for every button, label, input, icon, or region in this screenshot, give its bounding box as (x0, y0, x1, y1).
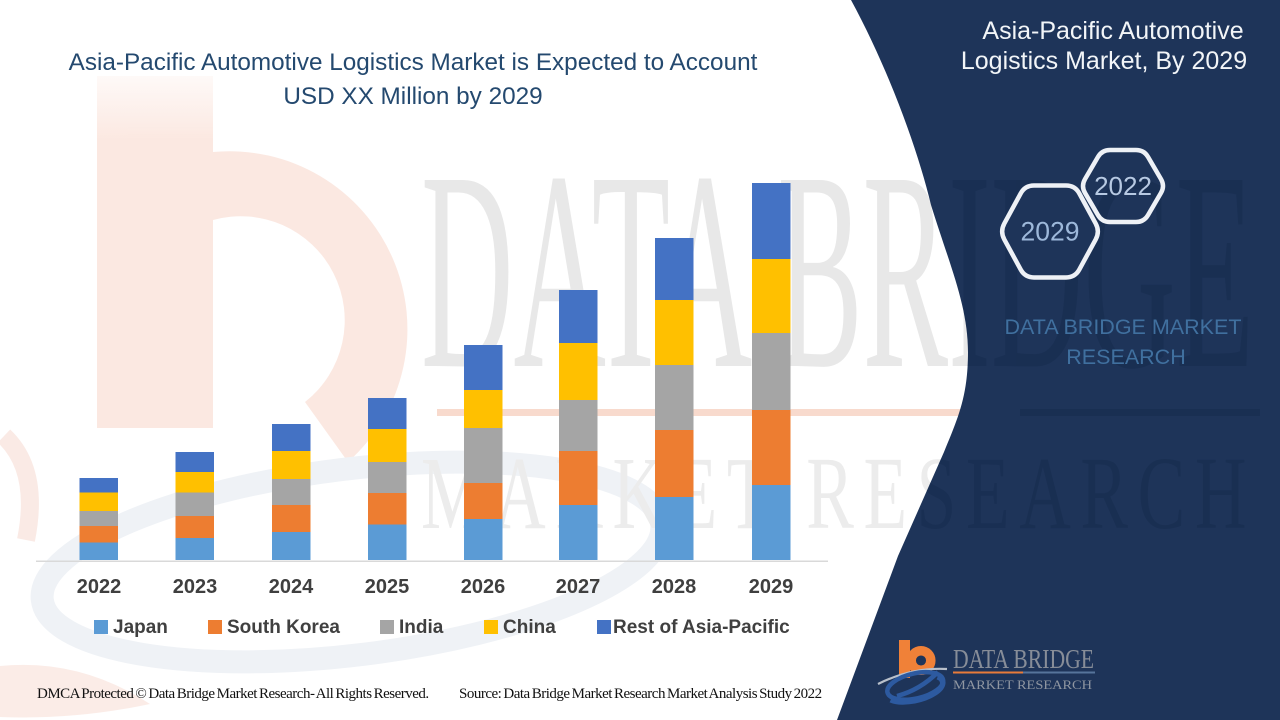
svg-text:2029: 2029 (1021, 217, 1080, 247)
svg-text:DATA BRIDGE: DATA BRIDGE (421, 114, 1254, 428)
svg-text:DATA BRIDGE MARKET: DATA BRIDGE MARKET (1005, 315, 1242, 339)
svg-text:MARKET RESEARCH: MARKET RESEARCH (953, 678, 1092, 692)
svg-text:DATA BRIDGE: DATA BRIDGE (953, 644, 1094, 674)
svg-text:Asia-Pacific Automotive: Asia-Pacific Automotive (982, 17, 1243, 45)
svg-text:RESEARCH: RESEARCH (1066, 345, 1185, 369)
svg-text:2022: 2022 (1094, 171, 1152, 201)
svg-text:Logistics Market, By 2029: Logistics Market, By 2029 (961, 47, 1247, 75)
svg-text:MARKET RESEARCH: MARKET RESEARCH (421, 436, 1256, 551)
